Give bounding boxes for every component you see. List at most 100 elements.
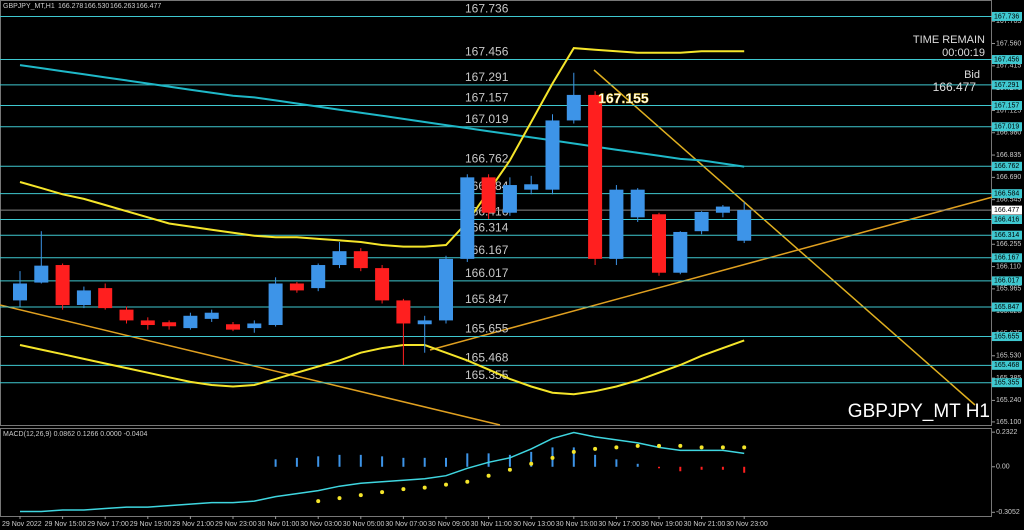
signal-dot: [401, 487, 406, 492]
y-tick-label: 166.545: [996, 197, 1021, 204]
macd-label: MACD(12,26,9) 0.0862 0.1266 0.0000 -0.04…: [3, 431, 147, 438]
candle-body: [737, 210, 752, 241]
level-tag: [992, 360, 1022, 370]
y-tick-label: 166.255: [996, 241, 1021, 248]
level-tag: [992, 332, 1022, 342]
level-label: 167.736: [465, 2, 509, 16]
candle-body: [226, 324, 240, 330]
level-label: 167.291: [465, 70, 509, 84]
level-tag-label: 167.456: [994, 56, 1019, 63]
signal-dot: [422, 485, 427, 490]
signal-dot: [444, 482, 448, 487]
bid: 166.477: [933, 80, 977, 94]
signal-dot: [678, 443, 683, 448]
x-tick-label: 30 Nov 19:00: [641, 521, 683, 528]
y-tick-label: 165.530: [996, 353, 1021, 360]
y-tick-label: 165.240: [996, 397, 1021, 404]
x-tick-label: 29 Nov 23:00: [215, 521, 257, 528]
candle-body: [375, 268, 390, 301]
level-tag-label: 165.468: [994, 362, 1019, 369]
level-label: 166.167: [465, 243, 509, 257]
x-tick-label: 30 Nov 09:00: [428, 521, 470, 528]
y-tick-label: 165.965: [996, 286, 1021, 293]
y-tick-label: 165.100: [996, 419, 1021, 426]
candle-body: [268, 283, 283, 326]
ohlc: 166.530: [84, 3, 109, 10]
level-tag-label: 166.314: [994, 232, 1019, 239]
y-tick-label: 166.110: [996, 263, 1021, 270]
level-tag-label: 166.017: [994, 278, 1019, 285]
level-tag-label: 165.847: [994, 304, 1019, 311]
y-tick-label: 0.00: [996, 464, 1010, 471]
y-tick-label: 167.125: [996, 107, 1021, 114]
signal-dot: [358, 493, 363, 498]
signal-dot: [657, 443, 661, 448]
x-tick-label: 30 Nov 13:00: [513, 521, 555, 528]
candle-body: [481, 177, 496, 213]
main-frame: [0, 0, 992, 426]
level-tag-label: 167.157: [994, 102, 1019, 109]
candle-body: [566, 94, 581, 121]
x-tick-label: 29 Nov 17:00: [87, 521, 129, 528]
candle-body: [353, 251, 368, 269]
candle-body: [13, 283, 27, 301]
level-tag-label: 167.291: [994, 82, 1019, 89]
time-remain-label: TIME REMAIN: [913, 34, 985, 46]
level-tag: [992, 214, 1022, 224]
y-tick-label: 166.835: [996, 152, 1021, 159]
x-tick-label: 30 Nov 03:00: [300, 521, 342, 528]
x-tick-label: 30 Nov 05:00: [343, 521, 385, 528]
bid-label: Bid: [964, 69, 980, 81]
level-tag: [992, 378, 1022, 388]
macd-line: [20, 431, 745, 513]
level-tag-label: 166.584: [994, 191, 1019, 198]
y-tick-label: -0.3052: [996, 509, 1020, 516]
candle-body: [332, 251, 347, 266]
level-label: 165.847: [465, 292, 509, 306]
plot: 167.736 167.456 167.291 167.157 167.019 166.7…: [0, 2, 992, 513]
candle-body: [34, 265, 49, 283]
x-tick-label: 30 Nov 11:00: [471, 521, 512, 528]
signal-dot: [614, 445, 619, 450]
x-tick-label: 29 Nov 15:00: [45, 521, 87, 528]
level-tag-label: 165.355: [994, 380, 1019, 387]
level-tag: [992, 230, 1022, 240]
signal-dot: [507, 467, 512, 472]
signal-dot: [550, 455, 555, 460]
x-tick-label: 30 Nov 17:00: [598, 521, 640, 528]
x-tick-label: 30 Nov 23:00: [726, 521, 768, 528]
ohlc: 166.477: [136, 3, 161, 10]
level-label: 166.314: [465, 220, 509, 234]
indicator-line: [19, 339, 745, 396]
signal-dot: [465, 479, 470, 484]
level-label: 167.456: [465, 45, 509, 59]
level-tag: [992, 253, 1022, 263]
level-tag: [992, 302, 1022, 312]
signal-dot: [571, 449, 576, 454]
trend-line: [429, 194, 1001, 351]
signal-dot: [529, 461, 534, 466]
level-label: 167.019: [465, 112, 509, 126]
candle-body: [609, 189, 624, 259]
level-label: 167.157: [465, 91, 509, 105]
candle-body: [247, 323, 262, 329]
level-label: 166.017: [465, 266, 509, 280]
level-tag: [992, 161, 1022, 171]
trend-line: [593, 69, 976, 406]
time-remain: 00:00:19: [942, 47, 985, 59]
y-tick-label: 166.980: [996, 130, 1021, 137]
ohlc: 166.263: [110, 3, 135, 10]
price-tag: [992, 205, 1022, 215]
candle-body: [140, 320, 155, 326]
y-tick-label: 167.415: [996, 63, 1021, 70]
candle-body: [630, 189, 645, 218]
candle-body: [162, 322, 177, 327]
x-tick-label: 30 Nov 07:00: [385, 521, 427, 528]
signal-dot: [742, 445, 747, 450]
candle-body: [588, 94, 603, 259]
price-tag-label: 166.477: [994, 207, 1019, 214]
candle-body: [396, 300, 411, 324]
ohlc: 166.278: [58, 3, 83, 10]
